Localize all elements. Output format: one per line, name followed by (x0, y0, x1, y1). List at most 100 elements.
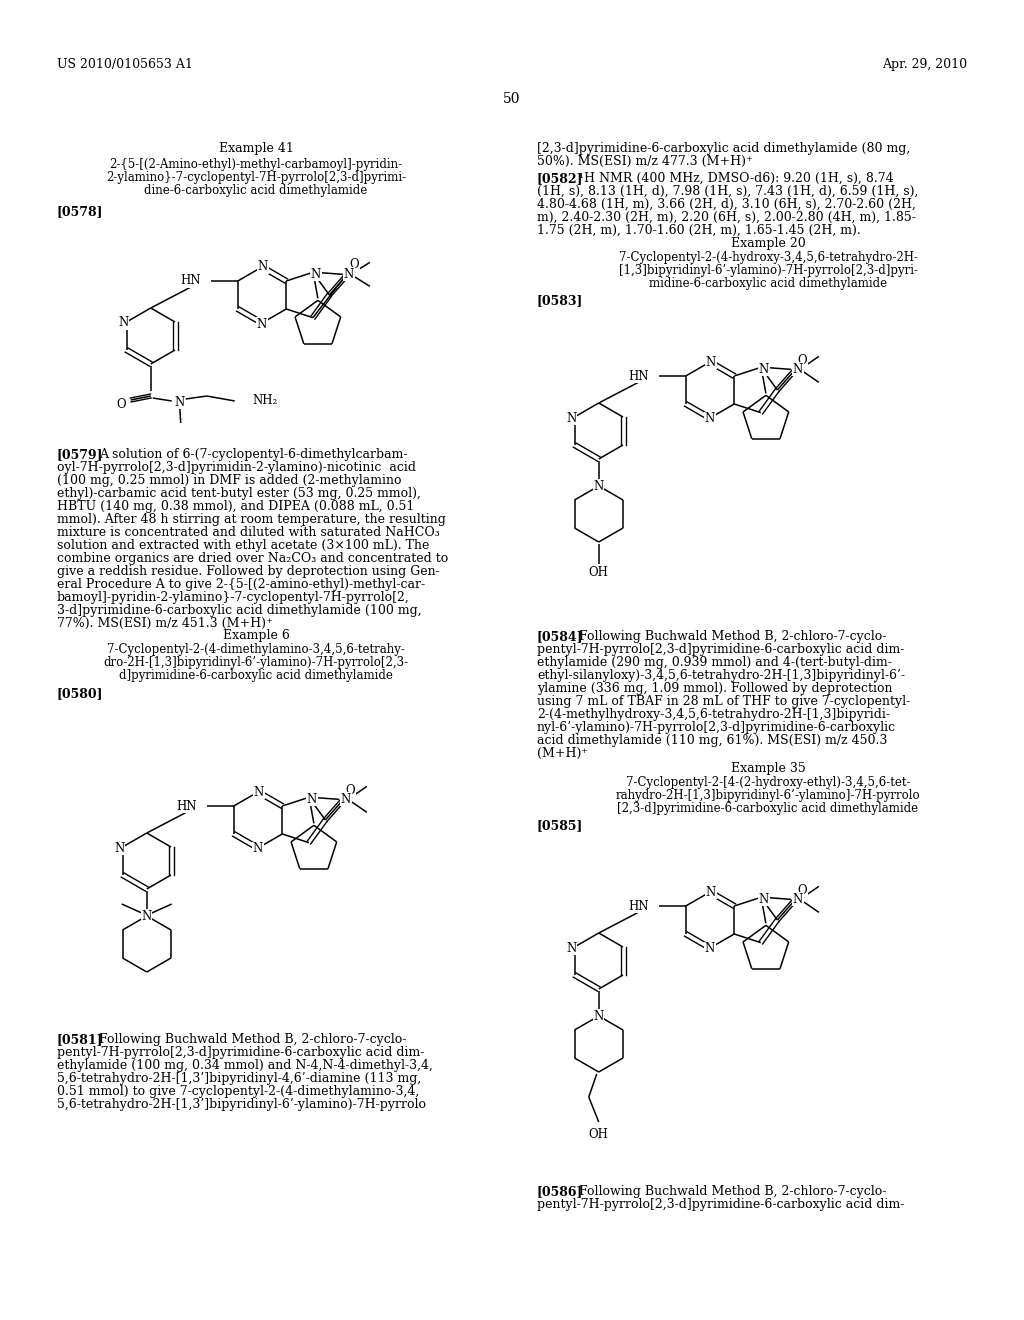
Text: 7-Cyclopentyl-2-(4-hydroxy-3,4,5,6-tetrahydro-2H-: 7-Cyclopentyl-2-(4-hydroxy-3,4,5,6-tetra… (618, 251, 918, 264)
Text: HN: HN (629, 899, 649, 912)
Text: [0583]: [0583] (537, 294, 584, 308)
Text: N: N (706, 355, 716, 368)
Text: N: N (705, 942, 715, 956)
Text: N: N (310, 268, 321, 281)
Text: N: N (141, 909, 152, 923)
Text: 3-d]pyrimidine-6-carboxylic acid dimethylamide (100 mg,: 3-d]pyrimidine-6-carboxylic acid dimethy… (57, 605, 422, 616)
Text: NH₂: NH₂ (253, 395, 278, 408)
Text: 77%). MS(ESI) m/z 451.3 (M+H)⁺: 77%). MS(ESI) m/z 451.3 (M+H)⁺ (57, 616, 272, 630)
Text: O: O (345, 784, 355, 796)
Text: N: N (344, 268, 354, 281)
Text: dro-2H-[1,3]bipyridinyl-6’-ylamino)-7H-pyrrolo[2,3-: dro-2H-[1,3]bipyridinyl-6’-ylamino)-7H-p… (103, 656, 409, 669)
Text: solution and extracted with ethyl acetate (3×100 mL). The: solution and extracted with ethyl acetat… (57, 539, 429, 552)
Text: ethyl)-carbamic acid tent-butyl ester (53 mg, 0.25 mmol),: ethyl)-carbamic acid tent-butyl ester (5… (57, 487, 421, 500)
Text: Following Buchwald Method B, 2-chloro-7-cyclo-: Following Buchwald Method B, 2-chloro-7-… (579, 1185, 887, 1199)
Text: N: N (253, 842, 263, 855)
Text: ¹H NMR (400 MHz, DMSO-d6): 9.20 (1H, s), 8.74: ¹H NMR (400 MHz, DMSO-d6): 9.20 (1H, s),… (579, 172, 894, 185)
Text: OH: OH (589, 565, 608, 578)
Text: 7-Cyclopentyl-2-(4-dimethylamino-3,4,5,6-tetrahy-: 7-Cyclopentyl-2-(4-dimethylamino-3,4,5,6… (108, 643, 404, 656)
Text: Example 20: Example 20 (731, 238, 805, 249)
Text: N: N (254, 785, 264, 799)
Text: [2,3-d]pyrimidine-6-carboxylic acid dimethylamide (80 mg,: [2,3-d]pyrimidine-6-carboxylic acid dime… (537, 143, 910, 154)
Text: O: O (349, 259, 359, 272)
Text: [0584]: [0584] (537, 630, 584, 643)
Text: Following Buchwald Method B, 2-chloro-7-cyclo-: Following Buchwald Method B, 2-chloro-7-… (579, 630, 887, 643)
Text: Example 41: Example 41 (218, 143, 294, 154)
Text: ylamine (336 mg, 1.09 mmol). Followed by deprotection: ylamine (336 mg, 1.09 mmol). Followed by… (537, 682, 893, 696)
Text: [0581]: [0581] (57, 1034, 103, 1045)
Text: pentyl-7H-pyrrolo[2,3-d]pyrimidine-6-carboxylic acid dim-: pentyl-7H-pyrrolo[2,3-d]pyrimidine-6-car… (57, 1045, 424, 1059)
Text: HN: HN (629, 370, 649, 383)
Text: N: N (793, 892, 803, 906)
Text: pentyl-7H-pyrrolo[2,3-d]pyrimidine-6-carboxylic acid dim-: pentyl-7H-pyrrolo[2,3-d]pyrimidine-6-car… (537, 643, 904, 656)
Text: 1.75 (2H, m), 1.70-1.60 (2H, m), 1.65-1.45 (2H, m).: 1.75 (2H, m), 1.70-1.60 (2H, m), 1.65-1.… (537, 224, 861, 238)
Text: (1H, s), 8.13 (1H, d), 7.98 (1H, s), 7.43 (1H, d), 6.59 (1H, s),: (1H, s), 8.13 (1H, d), 7.98 (1H, s), 7.4… (537, 185, 919, 198)
Text: oyl-7H-pyrrolo[2,3-d]pyrimidin-2-ylamino)-nicotinic  acid: oyl-7H-pyrrolo[2,3-d]pyrimidin-2-ylamino… (57, 461, 416, 474)
Text: 50: 50 (503, 92, 521, 106)
Text: N: N (258, 260, 268, 273)
Text: N: N (119, 317, 129, 330)
Text: N: N (566, 941, 577, 954)
Text: [0582]: [0582] (537, 172, 584, 185)
Text: eral Procedure A to give 2-{5-[(2-amino-ethyl)-methyl-car-: eral Procedure A to give 2-{5-[(2-amino-… (57, 578, 425, 591)
Text: [0586]: [0586] (537, 1185, 584, 1199)
Text: N: N (566, 412, 577, 425)
Text: nyl-6’-ylamino)-7H-pyrrolo[2,3-d]pyrimidine-6-carboxylic: nyl-6’-ylamino)-7H-pyrrolo[2,3-d]pyrimid… (537, 721, 896, 734)
Text: 2-(4-methylhydroxy-3,4,5,6-tetrahydro-2H-[1,3]bipyridi-: 2-(4-methylhydroxy-3,4,5,6-tetrahydro-2H… (537, 708, 890, 721)
Text: HBTU (140 mg, 0.38 mmol), and DIPEA (0.088 mL, 0.51: HBTU (140 mg, 0.38 mmol), and DIPEA (0.0… (57, 500, 415, 513)
Text: O: O (798, 883, 807, 896)
Text: [1,3]bipyridinyl-6’-ylamino)-7H-pyrrolo[2,3-d]pyri-: [1,3]bipyridinyl-6’-ylamino)-7H-pyrrolo[… (618, 264, 918, 277)
Text: 4.80-4.68 (1H, m), 3.66 (2H, d), 3.10 (6H, s), 2.70-2.60 (2H,: 4.80-4.68 (1H, m), 3.66 (2H, d), 3.10 (6… (537, 198, 915, 211)
Text: 5,6-tetrahydro-2H-[1,3’]bipyridinyl-4,6’-diamine (113 mg,: 5,6-tetrahydro-2H-[1,3’]bipyridinyl-4,6’… (57, 1072, 421, 1085)
Text: N: N (341, 793, 351, 805)
Text: mixture is concentrated and diluted with saturated NaHCO₃: mixture is concentrated and diluted with… (57, 525, 439, 539)
Text: [0585]: [0585] (537, 818, 584, 832)
Text: 2-{5-[(2-Amino-ethyl)-methyl-carbamoyl]-pyridin-: 2-{5-[(2-Amino-ethyl)-methyl-carbamoyl]-… (110, 158, 402, 172)
Text: dine-6-carboxylic acid dimethylamide: dine-6-carboxylic acid dimethylamide (144, 183, 368, 197)
Text: bamoyl]-pyridin-2-ylamino}-7-cyclopentyl-7H-pyrrolo[2,: bamoyl]-pyridin-2-ylamino}-7-cyclopentyl… (57, 591, 410, 605)
Text: [2,3-d]pyrimidine-6-carboxylic acid dimethylamide: [2,3-d]pyrimidine-6-carboxylic acid dime… (617, 803, 919, 814)
Text: N: N (705, 412, 715, 425)
Text: (100 mg, 0.25 mmol) in DMF is added (2-methylamino: (100 mg, 0.25 mmol) in DMF is added (2-m… (57, 474, 401, 487)
Text: N: N (594, 479, 604, 492)
Text: combine organics are dried over Na₂CO₃ and concentrated to: combine organics are dried over Na₂CO₃ a… (57, 552, 449, 565)
Text: pentyl-7H-pyrrolo[2,3-d]pyrimidine-6-carboxylic acid dim-: pentyl-7H-pyrrolo[2,3-d]pyrimidine-6-car… (537, 1199, 904, 1210)
Text: give a reddish residue. Followed by deprotection using Gen-: give a reddish residue. Followed by depr… (57, 565, 439, 578)
Text: 7-Cyclopentyl-2-[4-(2-hydroxy-ethyl)-3,4,5,6-tet-: 7-Cyclopentyl-2-[4-(2-hydroxy-ethyl)-3,4… (626, 776, 910, 789)
Text: [0578]: [0578] (57, 205, 103, 218)
Text: Example 35: Example 35 (731, 762, 805, 775)
Text: N: N (115, 842, 125, 854)
Text: Following Buchwald Method B, 2-chloro-7-cyclo-: Following Buchwald Method B, 2-chloro-7-… (99, 1034, 407, 1045)
Text: N: N (257, 318, 267, 330)
Text: [0579]: [0579] (57, 447, 103, 461)
Text: US 2010/0105653 A1: US 2010/0105653 A1 (57, 58, 193, 71)
Text: N: N (706, 886, 716, 899)
Text: N: N (307, 793, 317, 805)
Text: (M+H)⁺: (M+H)⁺ (537, 747, 588, 760)
Text: OH: OH (589, 1127, 608, 1140)
Text: 2-ylamino}-7-cyclopentyl-7H-pyrrolo[2,3-d]pyrimi-: 2-ylamino}-7-cyclopentyl-7H-pyrrolo[2,3-… (105, 172, 407, 183)
Text: using 7 mL of TBAF in 28 mL of THF to give 7-cyclopentyl-: using 7 mL of TBAF in 28 mL of THF to gi… (537, 696, 910, 708)
Text: N: N (594, 1010, 604, 1023)
Text: mmol). After 48 h stirring at room temperature, the resulting: mmol). After 48 h stirring at room tempe… (57, 513, 445, 525)
Text: midine-6-carboxylic acid dimethylamide: midine-6-carboxylic acid dimethylamide (649, 277, 887, 290)
Text: Example 6: Example 6 (222, 630, 290, 642)
Text: A solution of 6-(7-cyclopentyl-6-dimethylcarbam-: A solution of 6-(7-cyclopentyl-6-dimethy… (99, 447, 408, 461)
Text: 5,6-tetrahydro-2H-[1,3’]bipyridinyl-6’-ylamino)-7H-pyrrolo: 5,6-tetrahydro-2H-[1,3’]bipyridinyl-6’-y… (57, 1098, 426, 1111)
Text: 50%). MS(ESI) m/z 477.3 (M+H)⁺: 50%). MS(ESI) m/z 477.3 (M+H)⁺ (537, 154, 753, 168)
Text: HN: HN (180, 275, 201, 288)
Text: m), 2.40-2.30 (2H, m), 2.20 (6H, s), 2.00-2.80 (4H, m), 1.85-: m), 2.40-2.30 (2H, m), 2.20 (6H, s), 2.0… (537, 211, 915, 224)
Text: rahydro-2H-[1,3]bipyridinyl-6’-ylamino]-7H-pyrrolo: rahydro-2H-[1,3]bipyridinyl-6’-ylamino]-… (615, 789, 921, 803)
Text: [0580]: [0580] (57, 686, 103, 700)
Text: Apr. 29, 2010: Apr. 29, 2010 (882, 58, 967, 71)
Text: acid dimethylamide (110 mg, 61%). MS(ESI) m/z 450.3: acid dimethylamide (110 mg, 61%). MS(ESI… (537, 734, 888, 747)
Text: N: N (175, 396, 185, 408)
Text: d]pyrimidine-6-carboxylic acid dimethylamide: d]pyrimidine-6-carboxylic acid dimethyla… (119, 669, 393, 682)
Text: O: O (116, 399, 126, 412)
Text: O: O (798, 354, 807, 367)
Text: N: N (793, 363, 803, 376)
Text: ethyl-silanyloxy)-3,4,5,6-tetrahydro-2H-[1,3]bipyridinyl-6’-: ethyl-silanyloxy)-3,4,5,6-tetrahydro-2H-… (537, 669, 905, 682)
Text: N: N (759, 892, 769, 906)
Text: HN: HN (176, 800, 197, 813)
Text: ethylamide (100 mg, 0.34 mmol) and N-4,N-4-dimethyl-3,4,: ethylamide (100 mg, 0.34 mmol) and N-4,N… (57, 1059, 433, 1072)
